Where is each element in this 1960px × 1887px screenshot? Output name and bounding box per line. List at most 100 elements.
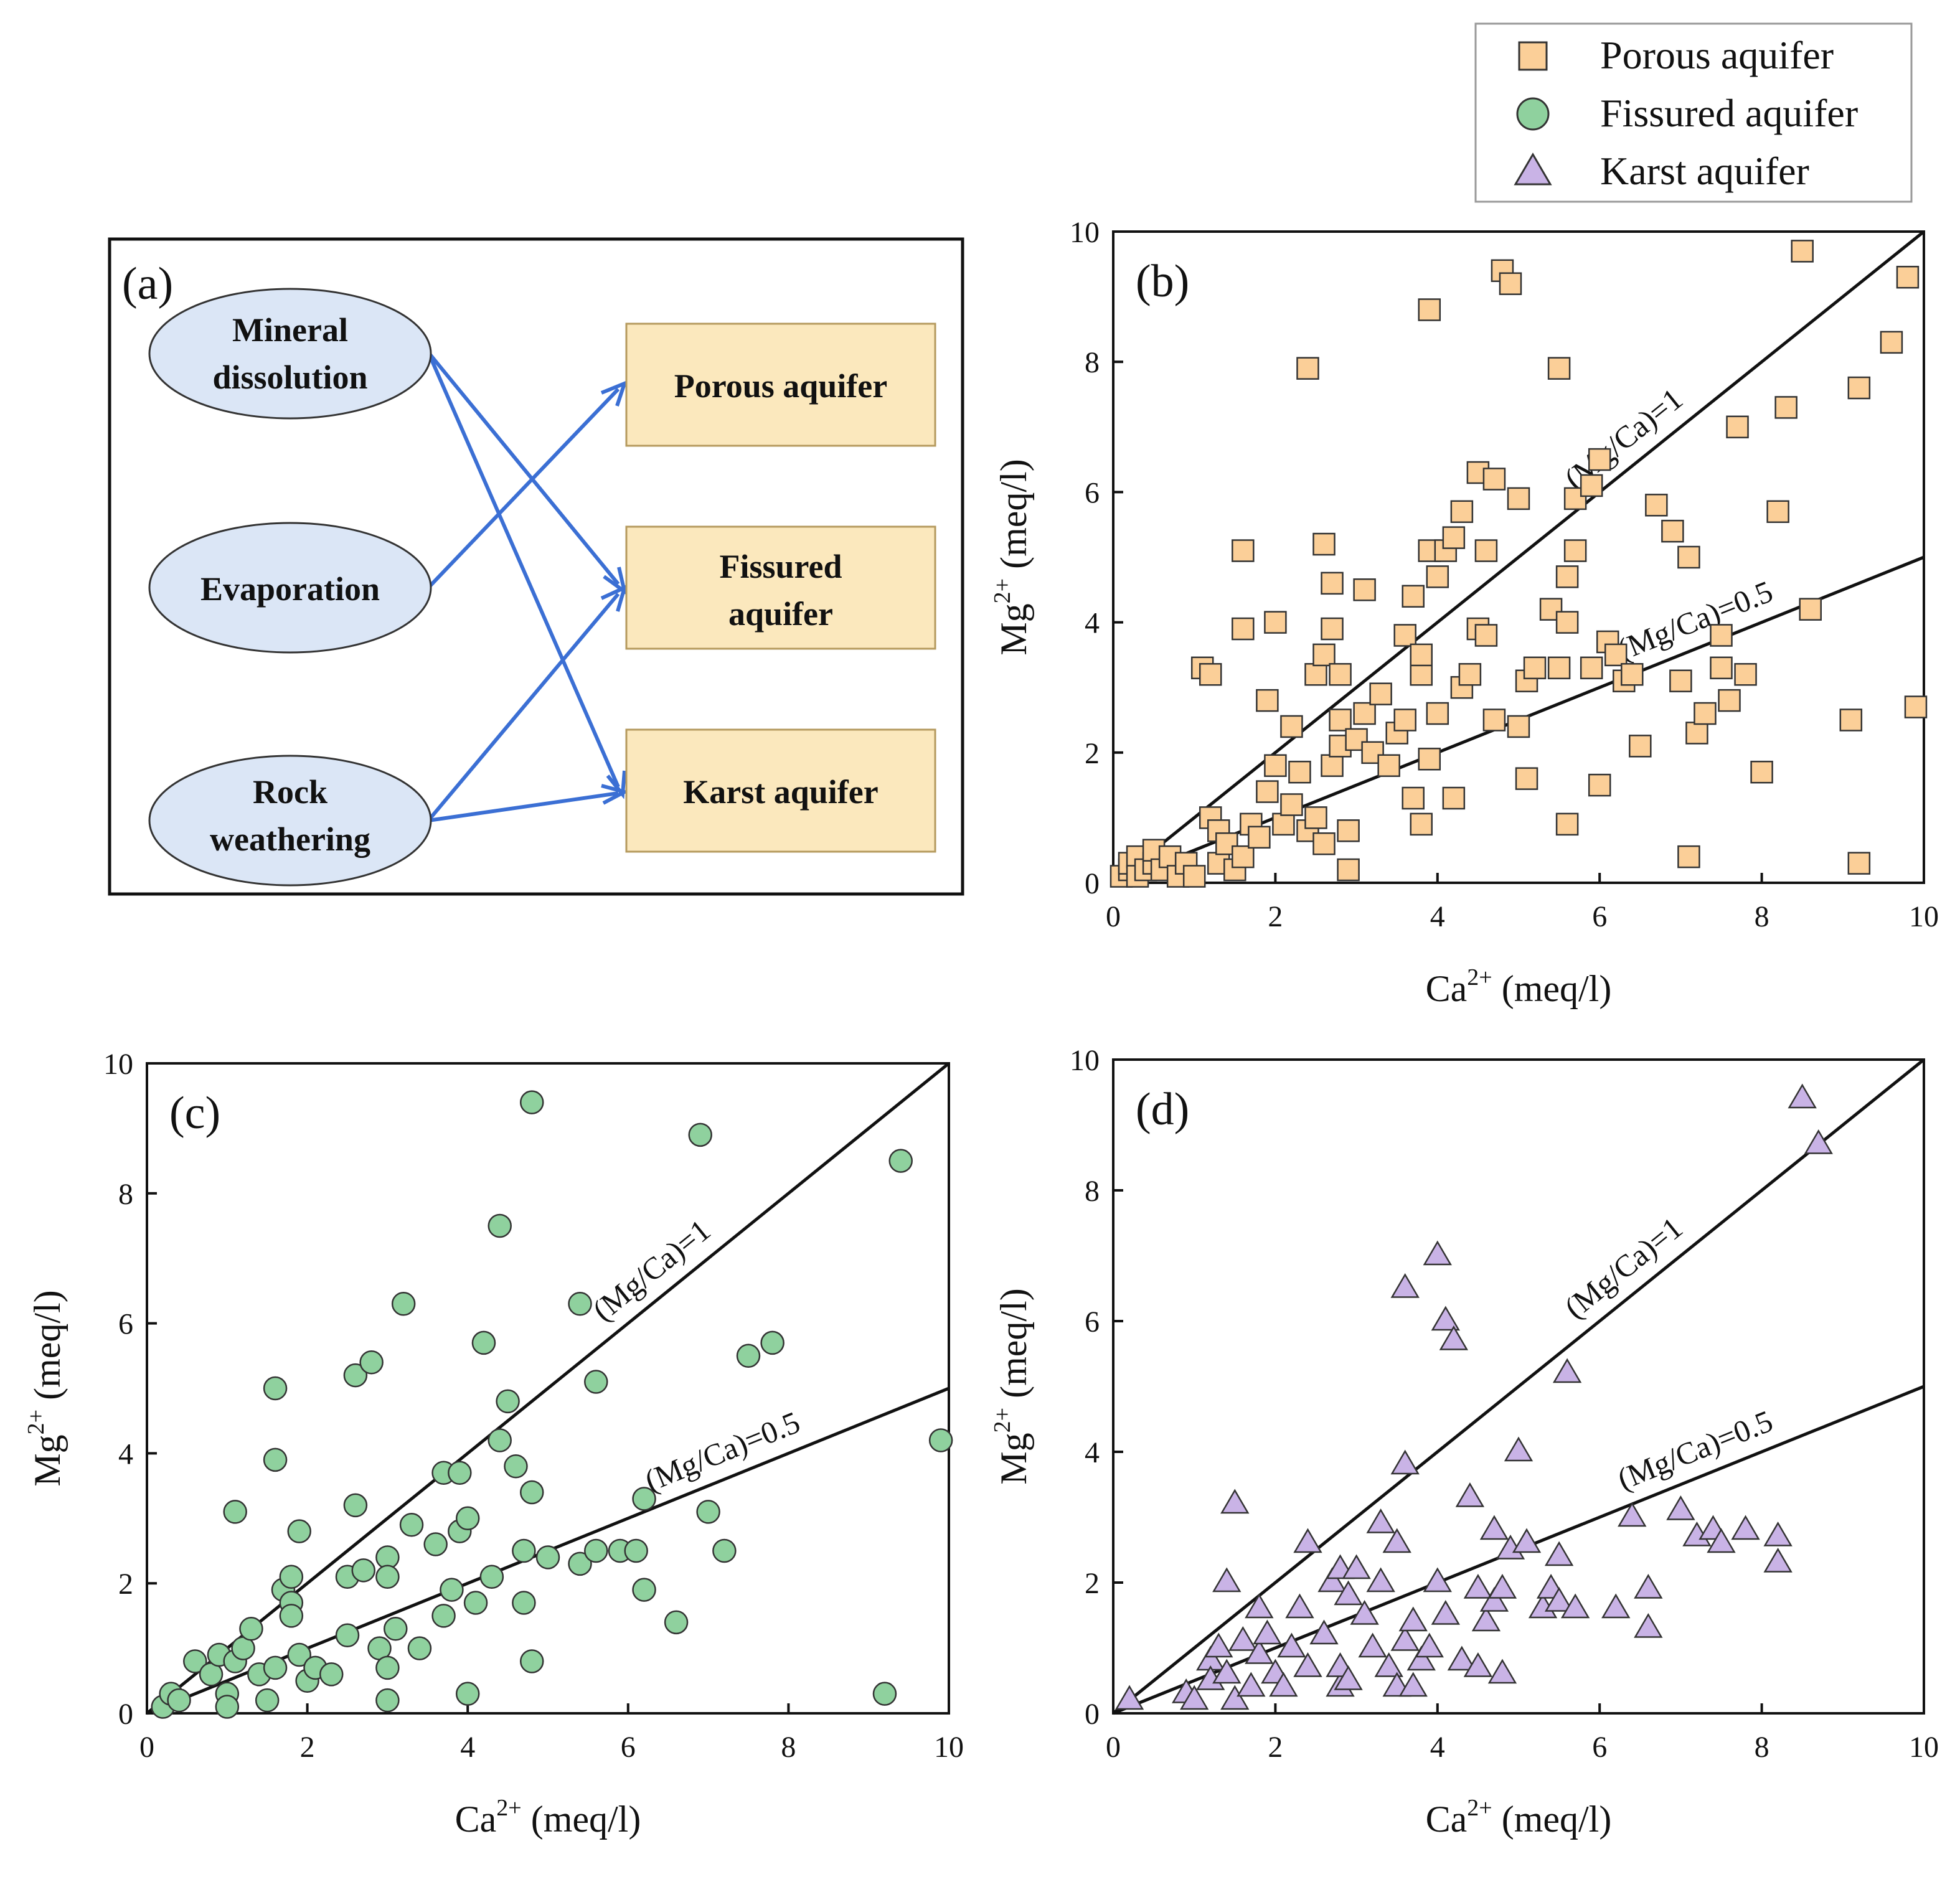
data-point-circle — [479, 1565, 504, 1589]
x-tick-label: 4 — [1430, 900, 1445, 933]
legend-label-porous: Porous aquifer — [1600, 33, 1834, 77]
data-point-circle — [584, 1538, 608, 1563]
ellipse-rock-weathering — [148, 755, 432, 887]
data-point-square — [1312, 832, 1336, 855]
data-point-square — [1547, 656, 1571, 680]
data-point-circle — [287, 1519, 311, 1543]
label-evaporation: Evaporation — [200, 570, 380, 608]
data-point-triangle — [1447, 1645, 1477, 1671]
data-point-triangle — [1114, 1685, 1144, 1710]
data-point-square — [1450, 500, 1474, 524]
data-point-circle — [423, 1532, 448, 1556]
arrow-evaporation-to-porous — [426, 387, 620, 590]
y-axis-label: Mg2+ (meq/l) — [23, 1290, 68, 1486]
data-point-circle — [504, 1454, 528, 1479]
data-point-square — [1256, 689, 1279, 712]
data-point-square — [1393, 708, 1416, 732]
y-tick-label: 0 — [1085, 867, 1100, 900]
data-point-circle — [384, 1617, 408, 1641]
data-point-circle — [440, 1578, 464, 1602]
reference-line-slope-one — [1112, 230, 1925, 884]
data-point-circle — [512, 1591, 536, 1615]
data-point-square — [1296, 357, 1319, 380]
data-point-square — [1880, 331, 1903, 354]
data-point-square — [1677, 845, 1700, 868]
y-tick-label: 2 — [1085, 737, 1100, 770]
x-tick-label: 8 — [781, 1731, 796, 1764]
data-point-triangle — [1731, 1515, 1760, 1540]
data-point-circle — [399, 1512, 424, 1537]
data-point-square — [1563, 539, 1587, 562]
data-point-square — [1580, 656, 1603, 680]
y-tick-label: 10 — [1070, 216, 1100, 249]
data-point-circle — [239, 1617, 263, 1641]
data-point-square — [1588, 773, 1611, 797]
data-point-square — [1312, 643, 1336, 667]
data-point-square — [1321, 572, 1344, 595]
data-point-triangle — [1544, 1587, 1574, 1612]
data-point-square — [1321, 754, 1344, 777]
y-tick-label: 10 — [103, 1048, 133, 1081]
y-tick-label: 2 — [118, 1568, 133, 1601]
data-point-circle — [375, 1655, 400, 1680]
data-point-circle — [584, 1370, 608, 1394]
panel-label-c: (c) — [169, 1088, 220, 1139]
arrowhead-fissured-2 — [600, 584, 628, 612]
data-point-triangle — [1552, 1358, 1582, 1383]
panel-label-b: (b) — [1136, 256, 1189, 307]
data-point-square — [1182, 865, 1206, 888]
data-point-triangle — [1487, 1574, 1517, 1599]
data-point-triangle — [1342, 1554, 1371, 1579]
label-karst-aquifer: Karst aquifer — [683, 773, 878, 811]
data-point-square — [1694, 702, 1717, 725]
data-point-triangle — [1479, 1515, 1509, 1540]
data-point-square — [1248, 826, 1271, 849]
data-point-triangle — [1804, 1129, 1833, 1154]
data-point-triangle — [1398, 1672, 1428, 1697]
y-tick-label: 6 — [1085, 476, 1100, 509]
data-point-circle — [568, 1551, 592, 1576]
legend-label-karst: Karst aquifer — [1600, 149, 1809, 193]
data-point-triangle — [1406, 1645, 1436, 1671]
label-fissured-line1: Fissured — [719, 548, 842, 585]
data-point-square — [1288, 760, 1311, 784]
data-point-square — [1710, 624, 1733, 647]
x-axis-label: Ca2+ (meq/l) — [1426, 1795, 1612, 1840]
data-point-square — [1353, 578, 1376, 601]
data-point-triangle — [1415, 1632, 1444, 1658]
data-point-square — [1685, 722, 1708, 745]
data-point-circle — [624, 1538, 648, 1563]
data-point-square — [1547, 357, 1571, 380]
data-point-triangle — [1245, 1593, 1274, 1619]
data-point-circle — [736, 1343, 761, 1368]
data-point-circle — [463, 1591, 488, 1615]
panel-a-diagram: (a) Mineral dissolution Evaporation Rock… — [108, 237, 964, 896]
y-axis-label: Mg2+ (meq/l) — [989, 459, 1034, 655]
data-point-triangle — [1504, 1436, 1534, 1462]
data-point-square — [1418, 748, 1441, 771]
x-tick-label: 0 — [1106, 900, 1121, 933]
data-point-circle — [512, 1538, 536, 1563]
x-tick-label: 0 — [1106, 1731, 1121, 1764]
y-axis-label: Mg2+ (meq/l) — [989, 1288, 1034, 1484]
data-point-triangle — [1634, 1574, 1663, 1599]
data-point-triangle — [1479, 1587, 1509, 1612]
data-point-square — [1304, 663, 1327, 686]
data-point-circle — [928, 1428, 953, 1452]
reference-line-label: (Mg/Ca)=1 — [586, 1212, 717, 1327]
data-point-square — [1280, 715, 1303, 738]
reference-line-slope-one — [1112, 1058, 1925, 1715]
data-point-square — [1458, 663, 1482, 686]
data-point-triangle — [1560, 1593, 1590, 1619]
data-point-triangle — [1212, 1567, 1241, 1593]
data-point-circle — [375, 1688, 400, 1713]
data-point-triangle — [1366, 1567, 1395, 1593]
data-point-square — [1402, 786, 1425, 810]
data-point-circle — [183, 1649, 207, 1673]
arrow-rock-to-karst — [428, 791, 619, 822]
data-point-square — [1474, 624, 1498, 647]
label-rock-line1: Rock — [253, 773, 327, 811]
data-point-square — [1264, 611, 1287, 634]
reference-line-label: (Mg/Ca)=0.5 — [1613, 573, 1778, 667]
data-point-circle — [255, 1688, 280, 1713]
